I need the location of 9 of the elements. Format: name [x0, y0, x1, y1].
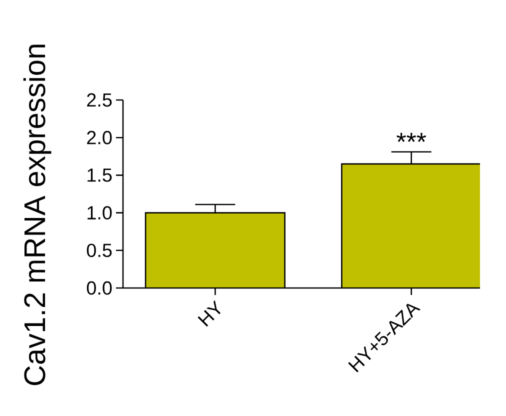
y-tick-label: 1.5: [88, 168, 112, 182]
y-tick-label: 2.0: [87, 130, 112, 144]
annotation: ***: [396, 132, 426, 142]
y-tick-label: 2.5: [87, 93, 112, 107]
y-tick-label: 1.0: [88, 206, 112, 220]
y-tick-label: 0.0: [86, 281, 112, 295]
y-axis-title: Cav1.2 mRNA expression: [23, 44, 52, 386]
x-tick-label: HY: [198, 300, 221, 327]
y-tick-label: 0.5: [86, 244, 112, 258]
